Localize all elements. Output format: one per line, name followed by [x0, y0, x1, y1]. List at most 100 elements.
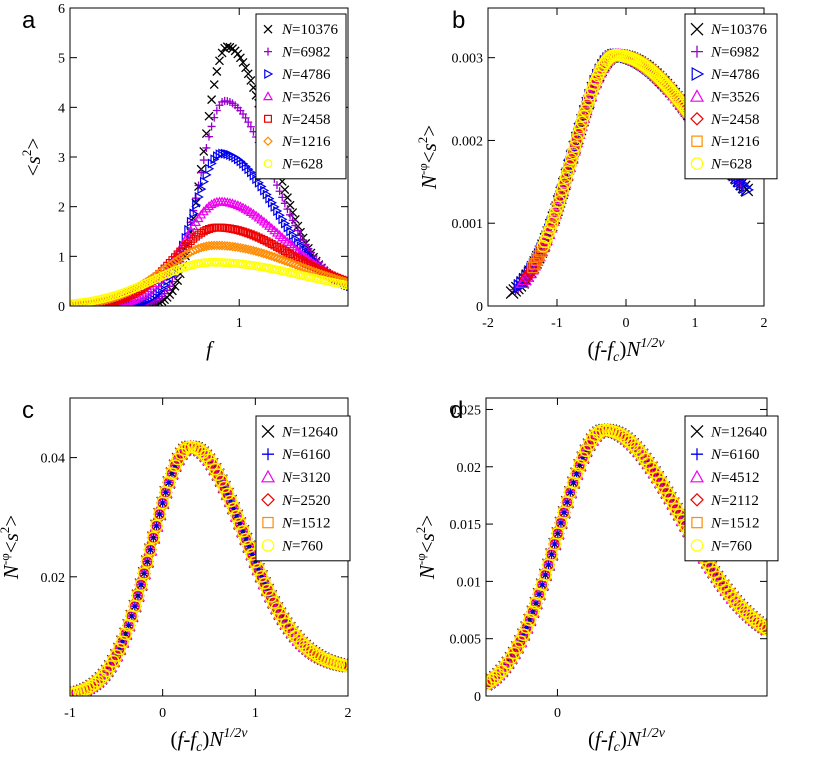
data-point [486, 678, 493, 691]
data-point [761, 623, 767, 635]
data-point [549, 209, 561, 221]
data-point [294, 237, 304, 248]
data-point [334, 275, 345, 285]
panel-letter: a [22, 7, 36, 34]
data-point [738, 179, 752, 194]
data-point [244, 164, 254, 175]
x-axis-label: (f-fc)N1/2ν [588, 726, 666, 755]
data-point [573, 121, 587, 135]
legend-marker [690, 157, 704, 170]
data-point [286, 226, 296, 237]
data-point [260, 185, 270, 196]
legend-label: N=4786 [710, 67, 760, 83]
data-point [296, 241, 306, 252]
data-point [227, 502, 241, 515]
data-point [91, 297, 102, 306]
data-point [270, 201, 280, 212]
data-point [97, 668, 111, 682]
legend: N=10376 N=6982 N=4786 N=3526 N=2458 N=1216 N=6… [255, 13, 347, 180]
legend-label: N=12640 [281, 424, 338, 440]
data-point [184, 239, 193, 248]
legend-marker [690, 22, 704, 36]
y-tick-label: 0.025 [450, 403, 482, 418]
y-tick-label: 4 [58, 101, 65, 116]
data-point [186, 237, 195, 246]
data-point [244, 118, 253, 127]
data-point [520, 621, 533, 634]
data-point [559, 171, 573, 184]
data-point [573, 459, 586, 472]
data-point [592, 426, 605, 439]
legend-marker [691, 135, 703, 147]
data-point [256, 247, 267, 258]
y-tick-label: 0.015 [450, 518, 482, 533]
data-point [236, 226, 245, 235]
panel-a: a10123456f<s2>N=10376N=6982N=4786N=3526N… [19, 2, 349, 361]
data-point [86, 298, 97, 306]
data-point [287, 258, 298, 269]
data-point [241, 63, 251, 73]
data-point [274, 254, 285, 264]
data-point [261, 249, 272, 260]
y-axis-label: N-φ<s2> [0, 515, 23, 580]
data-point [288, 216, 297, 225]
data-point [556, 183, 569, 197]
data-point [233, 517, 247, 530]
data-point [255, 570, 268, 583]
data-point [286, 626, 299, 639]
legend: N=12640 N=6160 N=4512 N=2112 N=1512 N=760 [684, 415, 779, 562]
x-tick-label: -1 [64, 706, 76, 721]
data-point [529, 596, 543, 610]
data-point [245, 245, 256, 255]
x-axis-label: (f-fc)N1/2ν [170, 726, 248, 755]
data-point [89, 297, 99, 306]
data-point [726, 591, 739, 605]
legend-entry: N=760 [261, 538, 323, 554]
data-point [119, 627, 132, 641]
data-point [254, 177, 264, 188]
data-point [196, 242, 207, 253]
x-axis-label: (f-fc)N1/2ν [587, 336, 665, 365]
data-point [235, 242, 246, 253]
data-point [233, 49, 243, 59]
y-tick-label: 5 [58, 52, 65, 67]
data-point [224, 494, 237, 508]
data-point [340, 658, 348, 672]
data-point [153, 507, 166, 521]
data-point [526, 605, 540, 619]
data-point [572, 127, 585, 141]
legend-entry: N=2112 [690, 493, 759, 509]
data-point [218, 480, 231, 494]
data-point [221, 487, 234, 501]
ticks: 0 0 0.005 0.01 0.015 0.02 0.025 [450, 398, 767, 721]
data-point [246, 75, 256, 85]
y-axis-label: <s2> [19, 138, 45, 176]
data-point [239, 158, 249, 169]
legend-marker [689, 89, 705, 102]
data-point [257, 181, 267, 192]
data-point [272, 181, 281, 190]
data-point [212, 106, 221, 115]
data-point [217, 240, 227, 251]
data-point [235, 53, 245, 63]
data-point [241, 228, 250, 237]
data-point [321, 271, 332, 281]
data-point [207, 122, 216, 131]
legend-marker [263, 136, 273, 147]
legend-label: N=760 [281, 538, 323, 554]
data-point [273, 206, 283, 217]
data-point [193, 243, 204, 254]
legend-entry: N=2520 [261, 493, 330, 509]
data-point [162, 476, 176, 489]
data-point [252, 232, 261, 241]
y-tick-label: 0.001 [452, 217, 484, 232]
data-point [269, 252, 280, 262]
data-point [230, 199, 241, 209]
data-point [210, 113, 219, 122]
legend-marker [262, 516, 274, 529]
data-point [122, 619, 135, 632]
data-point [280, 199, 289, 208]
data-point [235, 201, 246, 211]
data-point [137, 567, 151, 580]
legend-entry: N=3526 [262, 89, 331, 105]
